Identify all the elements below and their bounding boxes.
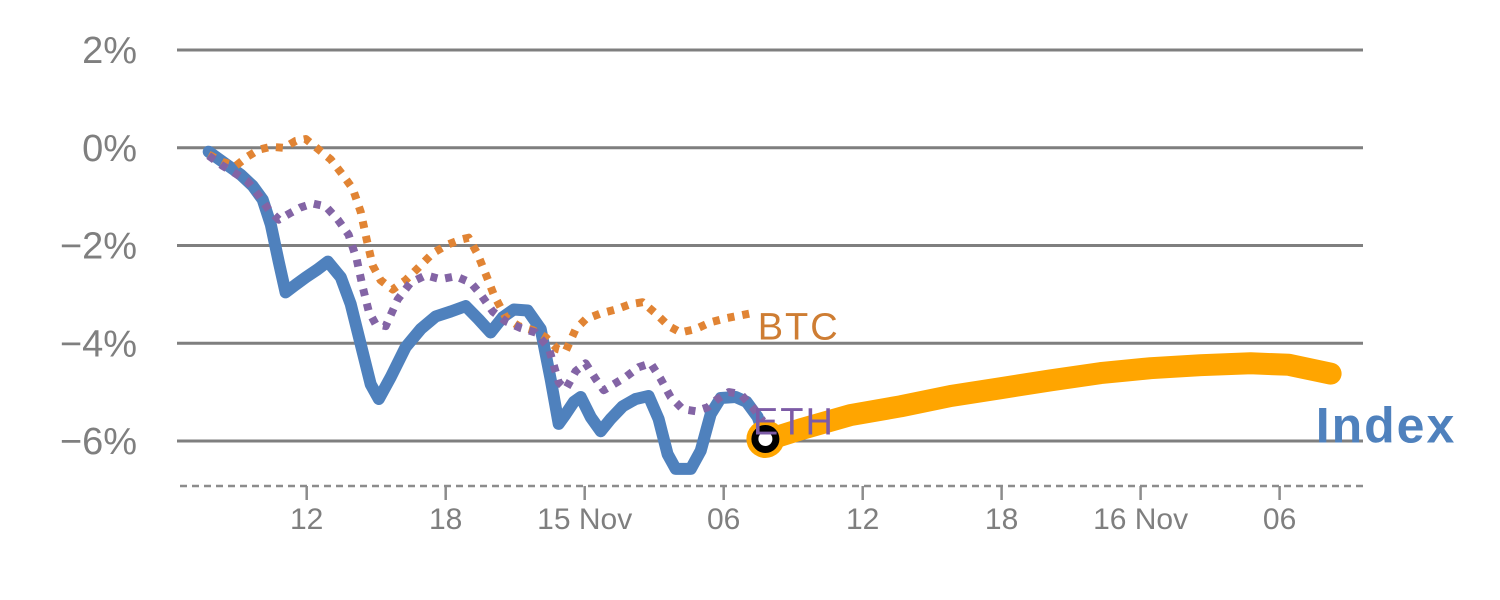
series-line-eth — [206, 152, 767, 424]
y-axis-tick-label: 2% — [82, 30, 137, 72]
x-axis-tick-label: 12 — [846, 503, 879, 536]
y-axis-tick-label: 0% — [82, 128, 137, 170]
current-value-marker — [751, 425, 780, 453]
y-axis-tick-label: −6% — [60, 421, 137, 463]
series-line-btc — [206, 135, 752, 356]
index-label: Index — [1316, 397, 1457, 453]
x-axis-tick-label: 18 — [429, 503, 462, 536]
series-line-index-projection — [755, 352, 1342, 451]
y-axis-tick-label: −2% — [60, 226, 137, 268]
btc-label: BTC — [758, 306, 840, 348]
x-axis-tick-label: 06 — [707, 503, 740, 536]
eth-label: ETH — [753, 401, 835, 443]
x-axis-tick-label: 16 Nov — [1093, 503, 1188, 536]
x-axis-tick-label: 06 — [1263, 503, 1296, 536]
x-axis-tick-label: 18 — [985, 503, 1018, 536]
y-axis-tick-label: −4% — [60, 323, 137, 365]
x-axis-tick-label: 15 Nov — [537, 503, 632, 536]
series-line-index-history — [202, 145, 772, 475]
x-axis-tick-label: 12 — [290, 503, 323, 536]
